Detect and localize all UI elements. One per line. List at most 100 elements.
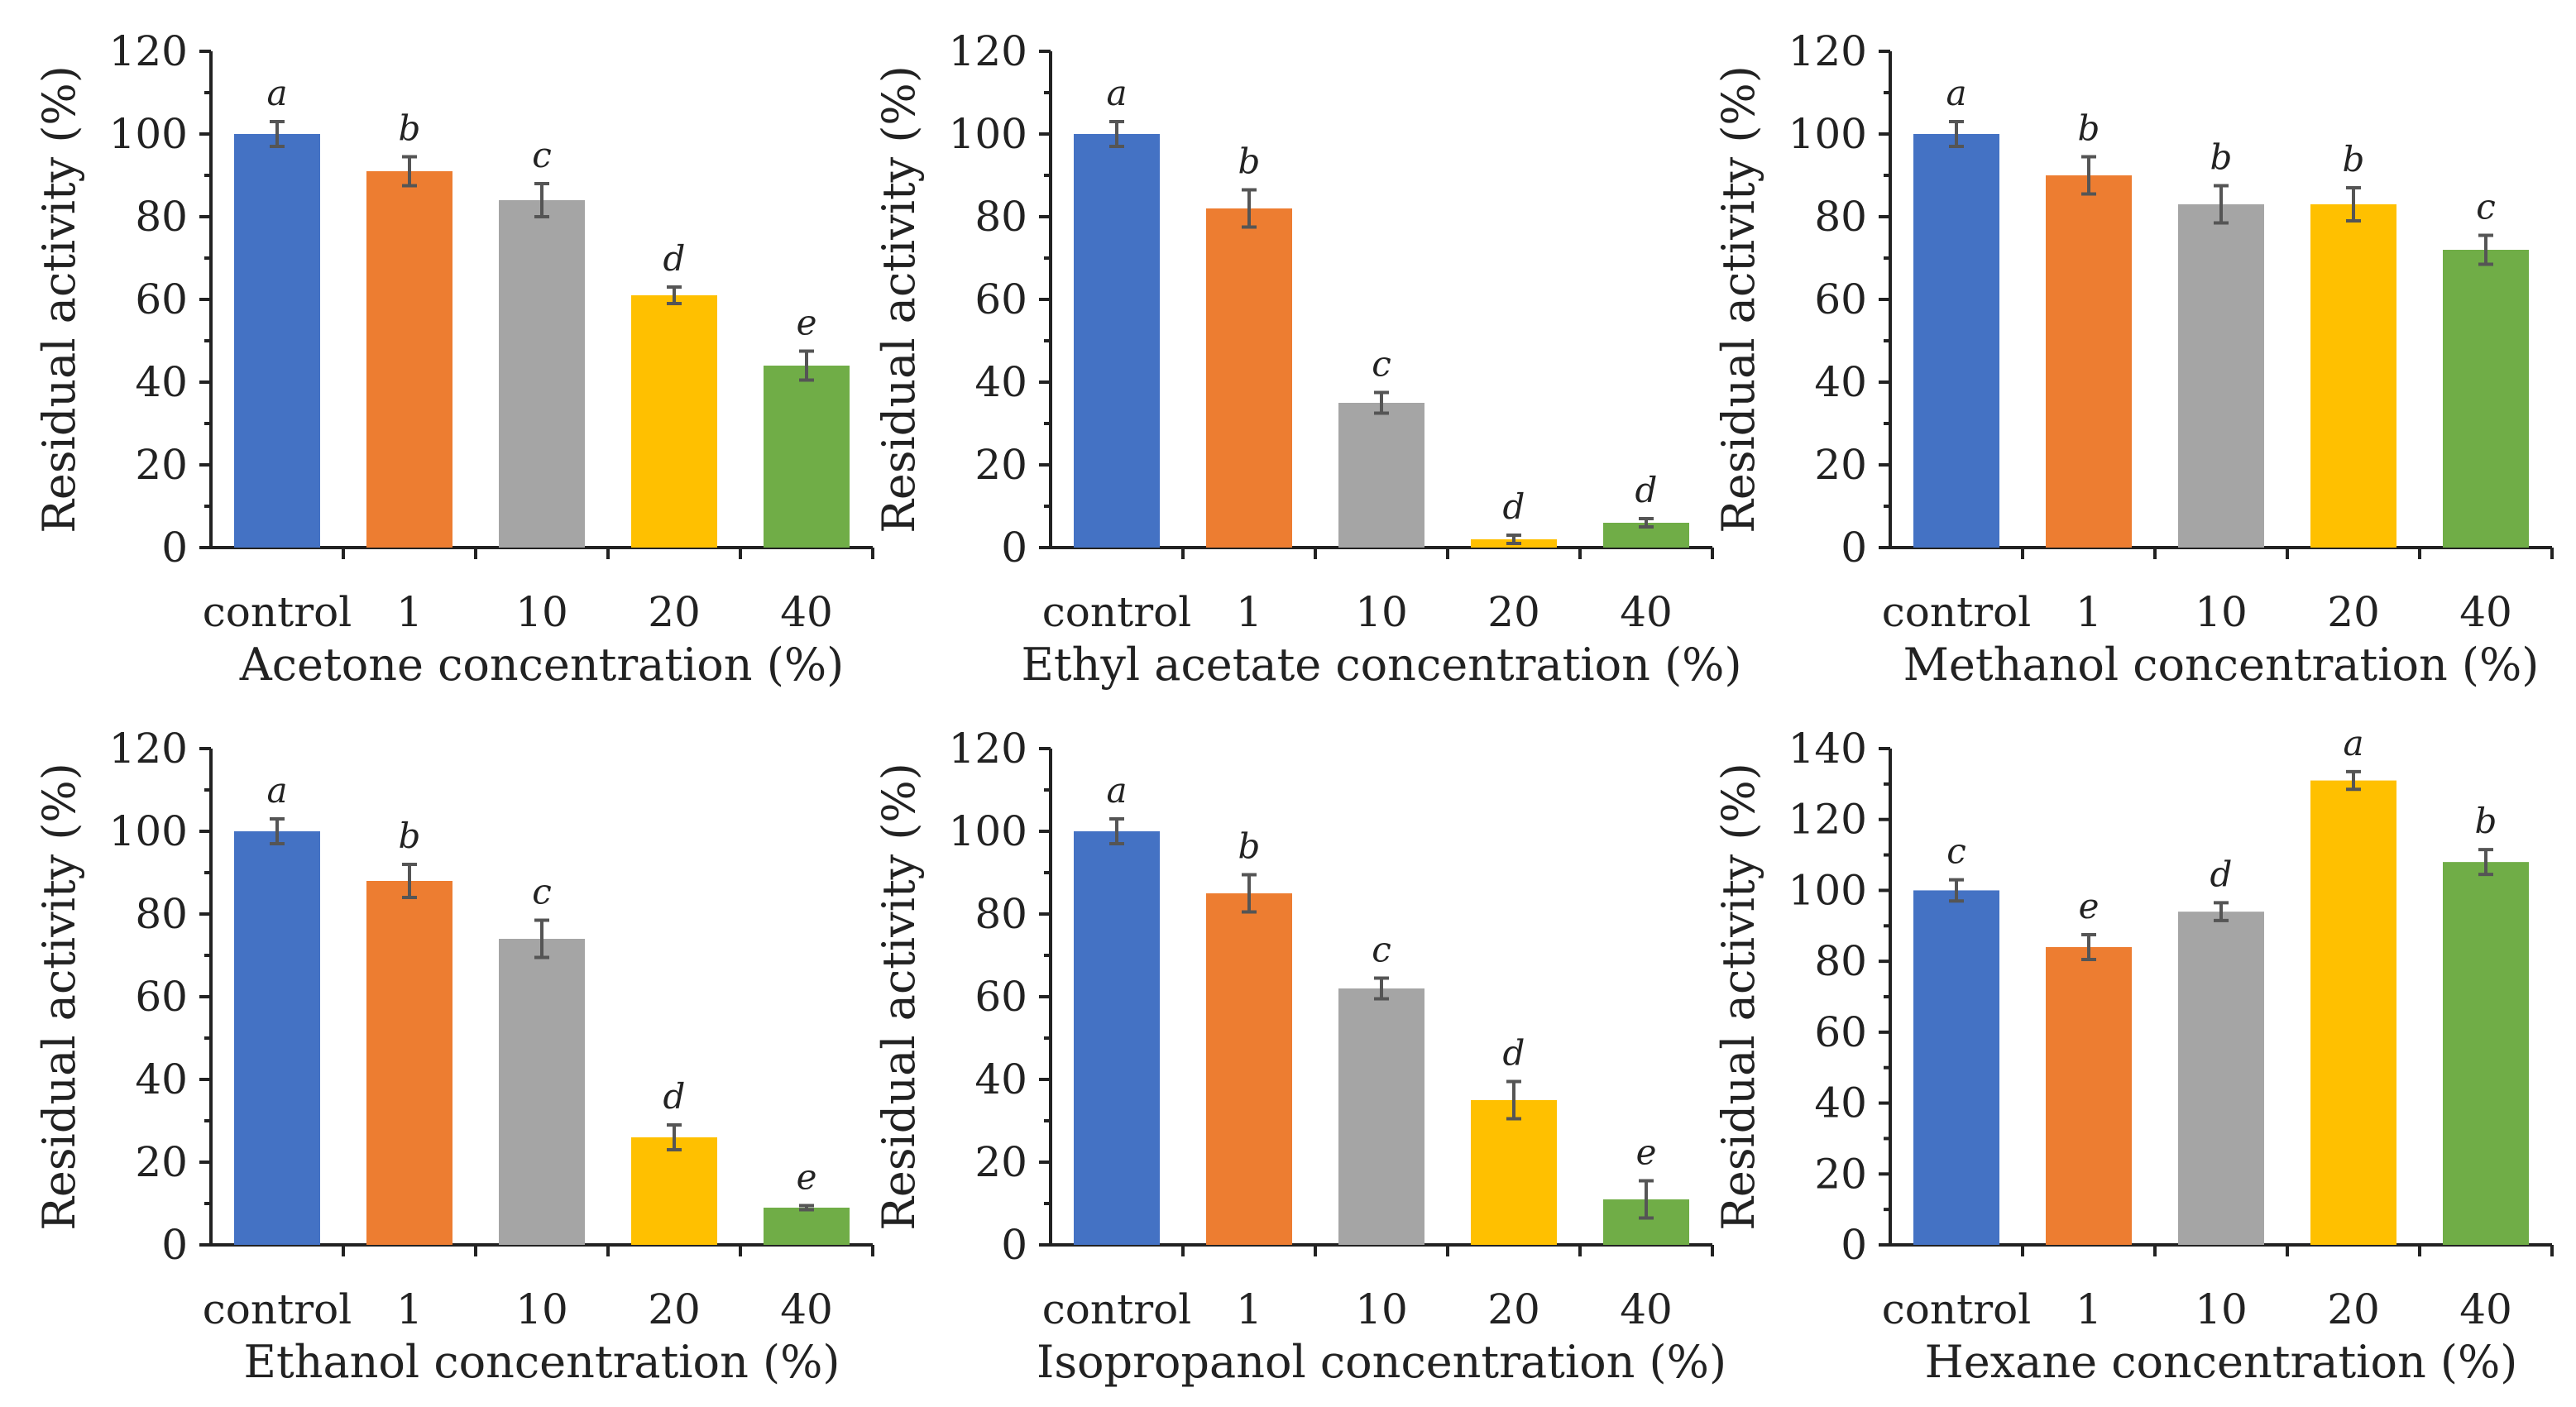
y-tick-label: 0 <box>161 524 188 572</box>
y-tick-label: 100 <box>109 110 188 158</box>
y-tick-label: 40 <box>1814 358 1867 406</box>
significance-letter: a <box>266 770 287 811</box>
y-tick-label: 100 <box>109 807 188 855</box>
y-axis-title: Residual activity (%) <box>873 65 925 534</box>
x-tick-label: 40 <box>780 1285 833 1333</box>
y-tick-label: 120 <box>109 725 188 773</box>
y-axis-title: Residual activity (%) <box>33 65 85 534</box>
y-tick-label: 40 <box>135 1055 188 1103</box>
bar <box>1206 893 1292 1245</box>
chart-panel-6: 020406080100120140ccontrole1d10a20b40Hex… <box>1712 723 2554 1388</box>
bar <box>631 295 717 548</box>
bar <box>366 171 452 548</box>
bar <box>631 1137 717 1245</box>
y-tick-label: 60 <box>135 275 188 323</box>
x-tick-label: 40 <box>1620 1285 1673 1333</box>
significance-letter: e <box>797 303 817 343</box>
significance-letter: d <box>1503 1033 1525 1074</box>
y-tick-label: 0 <box>1841 524 1867 572</box>
y-tick-label: 100 <box>1788 866 1867 914</box>
y-tick-label: 40 <box>135 358 188 406</box>
x-tick-label: 20 <box>2327 588 2380 636</box>
significance-letter: a <box>266 73 287 113</box>
significance-letter: b <box>2475 801 2497 841</box>
y-tick-label: 120 <box>1788 796 1867 844</box>
x-tick-label: 40 <box>780 588 833 636</box>
significance-letter: a <box>1106 770 1127 811</box>
y-tick-label: 140 <box>1788 725 1867 773</box>
bar <box>2178 204 2264 548</box>
significance-letter: b <box>2210 137 2233 178</box>
y-tick-label: 40 <box>974 358 1027 406</box>
bar <box>366 881 452 1245</box>
significance-letter: b <box>1238 141 1261 182</box>
significance-letter: d <box>1503 486 1525 527</box>
x-tick-label: 10 <box>1355 1285 1408 1333</box>
y-tick-label: 20 <box>1814 1150 1867 1198</box>
x-axis-title: Acetone concentration (%) <box>239 639 844 691</box>
bar <box>2310 204 2396 548</box>
y-tick-label: 20 <box>974 441 1027 489</box>
x-tick-label: control <box>1042 1285 1191 1333</box>
y-tick-label: 20 <box>974 1138 1027 1186</box>
y-axis-title: Residual activity (%) <box>1712 763 1764 1231</box>
x-tick-label: 1 <box>2076 1285 2102 1333</box>
x-tick-label: 40 <box>1620 588 1673 636</box>
y-tick-label: 100 <box>949 110 1027 158</box>
y-tick-label: 120 <box>949 725 1027 773</box>
x-tick-label: control <box>203 588 352 636</box>
x-tick-label: 20 <box>2327 1285 2380 1333</box>
y-tick-label: 0 <box>1841 1221 1867 1269</box>
x-tick-label: control <box>1882 588 2031 636</box>
significance-letter: d <box>663 238 686 279</box>
bar <box>2046 175 2132 548</box>
x-tick-label: 10 <box>2195 588 2248 636</box>
y-tick-label: 20 <box>135 441 188 489</box>
significance-letter: b <box>2078 108 2100 149</box>
bar <box>2443 250 2529 548</box>
y-tick-label: 60 <box>974 973 1027 1021</box>
y-tick-label: 40 <box>974 1055 1027 1103</box>
x-tick-label: 1 <box>2076 588 2102 636</box>
bar <box>764 366 850 548</box>
y-tick-label: 80 <box>974 193 1027 241</box>
bar <box>1206 208 1292 548</box>
significance-letter: b <box>399 108 421 149</box>
significance-letter: a <box>1946 73 1966 113</box>
x-tick-label: 1 <box>1236 1285 1262 1333</box>
y-tick-label: 80 <box>1814 937 1867 985</box>
chart-panel-4: 020406080100120acontrolb1c10d20e40Ethano… <box>33 725 874 1388</box>
x-tick-label: 10 <box>515 588 568 636</box>
bar <box>1338 988 1424 1245</box>
y-tick-label: 80 <box>135 193 188 241</box>
bar <box>1471 1100 1557 1245</box>
y-tick-label: 120 <box>109 27 188 75</box>
x-tick-label: 20 <box>648 588 701 636</box>
y-axis-title: Residual activity (%) <box>873 763 925 1231</box>
significance-letter: e <box>797 1157 817 1198</box>
bar <box>234 134 320 548</box>
bar <box>1338 403 1424 548</box>
x-tick-label: 20 <box>1487 1285 1540 1333</box>
significance-letter: c <box>532 872 552 912</box>
x-tick-label: 10 <box>1355 588 1408 636</box>
x-axis-title: Hexane concentration (%) <box>1925 1336 2518 1388</box>
significance-letter: b <box>2343 139 2365 179</box>
y-tick-label: 60 <box>1814 275 1867 323</box>
bar <box>1913 134 1999 548</box>
y-tick-label: 80 <box>135 890 188 938</box>
y-tick-label: 20 <box>135 1138 188 1186</box>
y-tick-label: 60 <box>135 973 188 1021</box>
significance-letter: b <box>399 816 421 856</box>
significance-letter: e <box>1636 1132 1657 1173</box>
x-tick-label: 10 <box>515 1285 568 1333</box>
significance-letter: d <box>1635 470 1658 510</box>
x-axis-title: Methanol concentration (%) <box>1903 639 2540 691</box>
significance-letter: c <box>1946 831 1966 872</box>
x-tick-label: 40 <box>2459 588 2512 636</box>
x-axis-title: Isopropanol concentration (%) <box>1037 1336 1726 1388</box>
x-tick-label: 1 <box>1236 588 1262 636</box>
significance-letter: d <box>2210 854 2233 894</box>
bar <box>499 200 585 548</box>
